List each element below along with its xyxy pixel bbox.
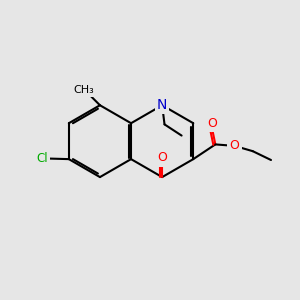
Text: O: O: [157, 152, 167, 164]
Text: O: O: [207, 117, 217, 130]
Text: N: N: [157, 98, 167, 112]
Text: Cl: Cl: [36, 152, 48, 165]
Text: O: O: [230, 140, 239, 152]
Text: CH₃: CH₃: [73, 85, 94, 95]
